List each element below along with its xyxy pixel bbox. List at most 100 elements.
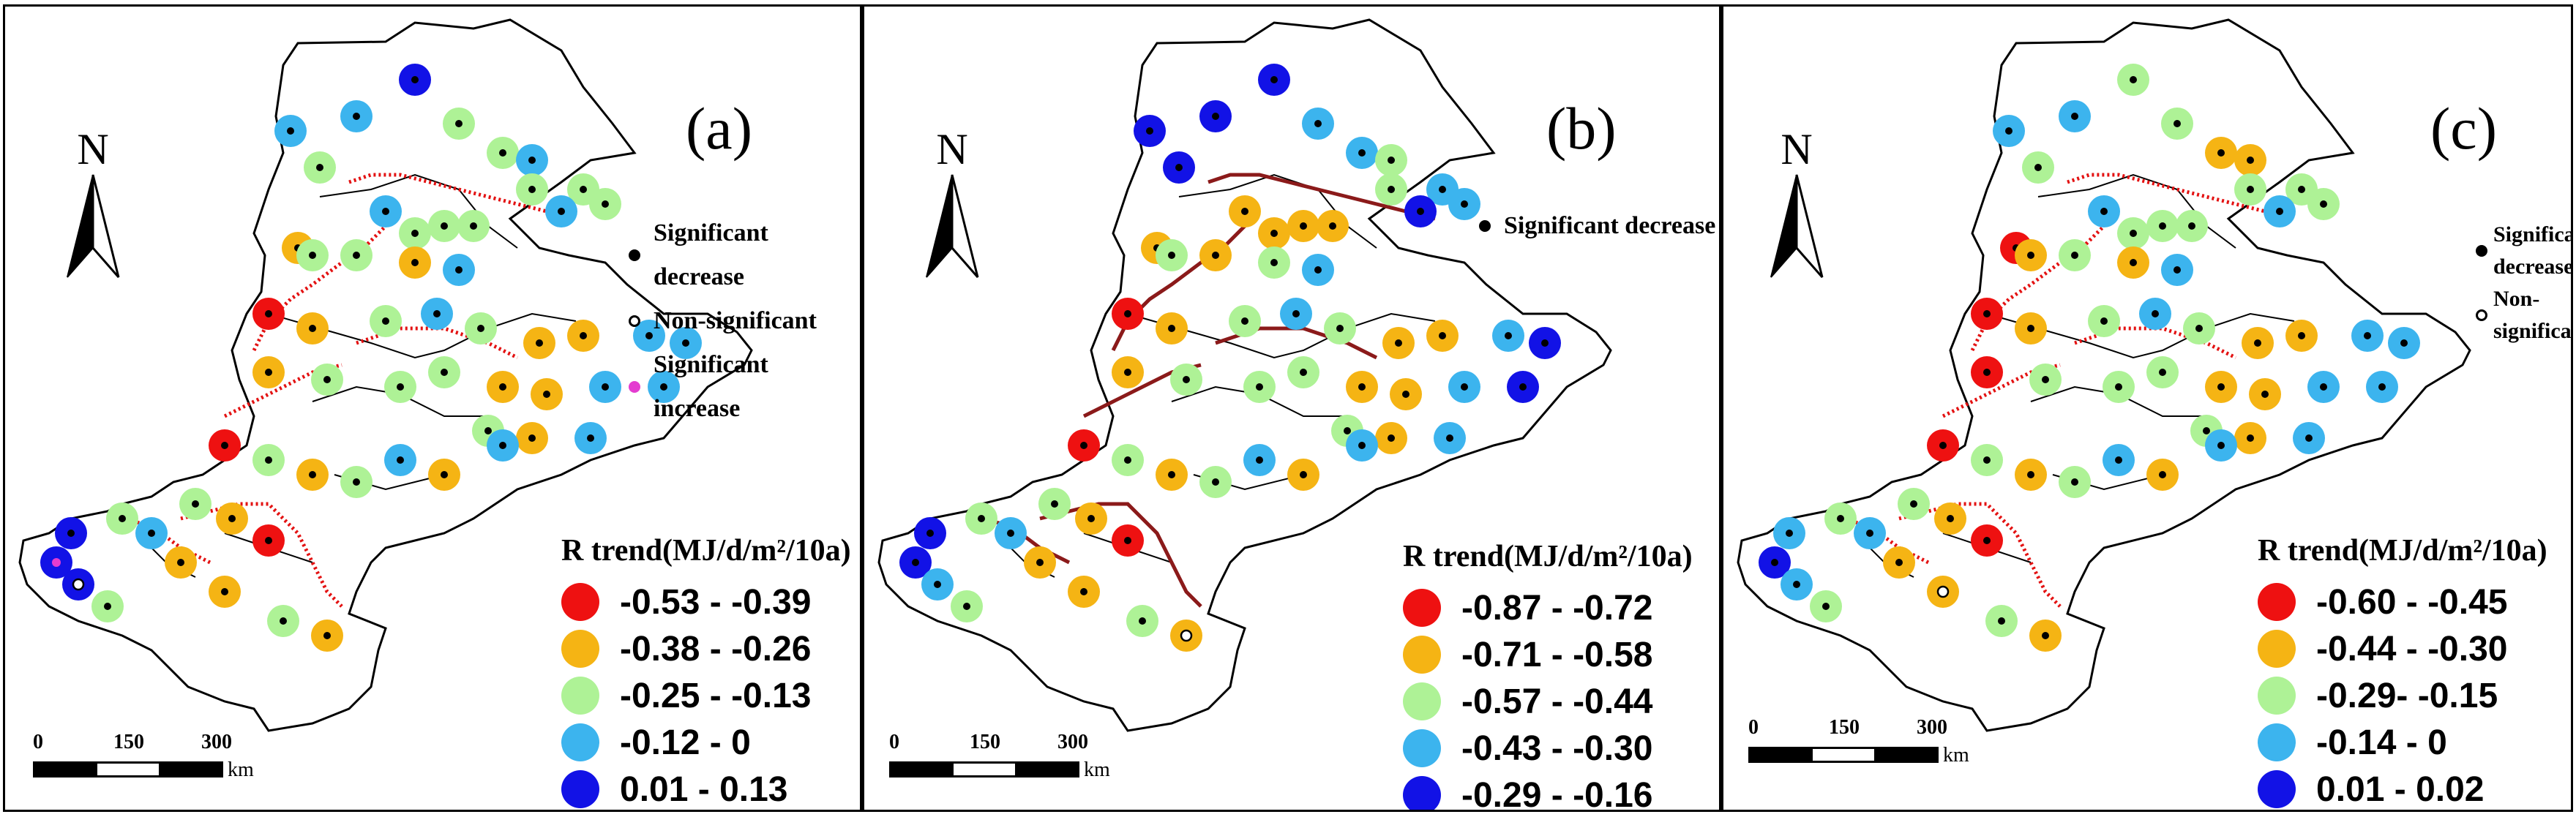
station bbox=[2176, 210, 2208, 242]
station bbox=[1404, 195, 1437, 227]
legend-swatch-2 bbox=[1403, 636, 1441, 674]
station bbox=[443, 254, 475, 286]
station bbox=[399, 217, 431, 249]
legend-row: -0.60 - -0.45 bbox=[2258, 579, 2547, 625]
station bbox=[216, 502, 248, 535]
station bbox=[1068, 429, 1100, 462]
significant-decrease-dot bbox=[1895, 559, 1903, 566]
station bbox=[296, 312, 329, 345]
station bbox=[1280, 298, 1312, 330]
station bbox=[1985, 605, 2018, 637]
significant-decrease-dot bbox=[265, 537, 272, 544]
sig-label: Significant decrease bbox=[2493, 222, 2573, 279]
station bbox=[1529, 327, 1561, 359]
station bbox=[2307, 188, 2340, 220]
north-arrow-right bbox=[951, 174, 979, 278]
significant-decrease-dot bbox=[287, 127, 294, 135]
north-arrow-right bbox=[1795, 174, 1824, 278]
station bbox=[1229, 195, 1261, 227]
station bbox=[487, 137, 519, 169]
significant-decrease-dot bbox=[397, 383, 404, 391]
legend-swatch-3 bbox=[2258, 677, 2296, 715]
station bbox=[1507, 371, 1539, 403]
station bbox=[2264, 195, 2296, 227]
station bbox=[1854, 517, 1886, 549]
significant-decrease-dot bbox=[2071, 478, 2078, 486]
significant-decrease-dot bbox=[411, 259, 419, 266]
significant-decrease-dot bbox=[1344, 427, 1351, 434]
significant-decrease-dot bbox=[2071, 252, 2078, 259]
significant-decrease-dot bbox=[499, 442, 506, 449]
north-arrow-left bbox=[926, 174, 953, 278]
significant-decrease-dot bbox=[2042, 632, 2049, 639]
significant-decrease-dot bbox=[2247, 434, 2254, 442]
significance-legend: Significant decrease bbox=[1479, 204, 1715, 248]
legend-row: -0.53 - -0.39 bbox=[561, 579, 851, 625]
station bbox=[1382, 327, 1415, 359]
scale-bar-graphic bbox=[1748, 747, 1939, 763]
significant-decrease-dot bbox=[1336, 325, 1344, 332]
station bbox=[1375, 173, 1407, 206]
legend-row: -0.29 - -0.16 bbox=[1403, 772, 1693, 810]
significant-decrease-dot bbox=[1388, 186, 1395, 193]
north-label: N bbox=[936, 125, 967, 173]
legend-row: -0.57 - -0.44 bbox=[1403, 678, 1693, 725]
significant-decrease-dot bbox=[1080, 442, 1087, 449]
station bbox=[1024, 546, 1056, 579]
legend-range: -0.71 - -0.58 bbox=[1461, 635, 1653, 674]
significant-decrease-marker bbox=[2476, 245, 2487, 257]
panel-label: (b) bbox=[1546, 95, 1617, 162]
panel-label: (a) bbox=[686, 95, 753, 162]
station bbox=[1229, 305, 1261, 337]
station bbox=[899, 546, 932, 579]
significant-decrease-dot bbox=[411, 230, 419, 237]
significant-decrease-dot bbox=[2027, 325, 2034, 332]
station bbox=[399, 64, 431, 96]
station bbox=[2015, 239, 2047, 271]
significant-decrease-dot bbox=[1036, 559, 1044, 566]
station bbox=[1898, 488, 1930, 520]
station bbox=[274, 115, 307, 147]
significant-decrease-dot bbox=[1358, 149, 1366, 157]
significant-decrease-dot bbox=[1983, 456, 1991, 464]
significant-decrease-dot bbox=[2159, 222, 2166, 230]
significant-increase-marker bbox=[629, 381, 640, 393]
significant-decrease-dot bbox=[397, 456, 404, 464]
station bbox=[1170, 364, 1202, 396]
station bbox=[428, 459, 460, 491]
significant-decrease-dot bbox=[2254, 339, 2261, 347]
north-arrow-right bbox=[91, 174, 120, 278]
map-a: N bbox=[18, 18, 753, 732]
scale-bar: 0 150 300 km bbox=[33, 731, 326, 789]
station bbox=[1375, 144, 1407, 176]
station bbox=[1346, 429, 1378, 462]
legend-range: 0.01 - 0.13 bbox=[620, 769, 788, 809]
station bbox=[428, 356, 460, 388]
panel-label: (c) bbox=[2430, 95, 2498, 162]
station bbox=[2285, 320, 2318, 352]
station bbox=[296, 239, 329, 271]
significant-decrease-dot bbox=[1007, 530, 1014, 537]
station bbox=[304, 151, 336, 184]
significance-legend: Significant decrease Non-significant Sig… bbox=[629, 211, 860, 431]
sig-row: Significant decrease bbox=[2476, 219, 2573, 283]
sig-row: Significant decrease bbox=[629, 211, 860, 299]
station bbox=[1199, 100, 1232, 132]
significant-decrease-dot bbox=[978, 515, 985, 522]
significant-decrease-dot bbox=[1124, 537, 1131, 544]
station bbox=[2029, 620, 2062, 652]
station bbox=[2117, 217, 2149, 249]
significant-decrease-dot bbox=[2130, 259, 2137, 266]
significant-decrease-dot bbox=[1837, 515, 1844, 522]
significant-decrease-dot bbox=[963, 603, 970, 610]
significant-decrease-dot bbox=[1314, 266, 1322, 274]
north-arrow-left bbox=[1770, 174, 1797, 278]
station bbox=[633, 320, 665, 352]
watershed-boundary bbox=[348, 173, 577, 221]
station bbox=[1302, 254, 1334, 286]
significant-decrease-dot bbox=[2159, 471, 2166, 478]
significant-decrease-dot bbox=[2100, 317, 2108, 325]
province-boundary bbox=[2037, 173, 2236, 249]
north-arrow-left bbox=[67, 174, 94, 278]
significant-decrease-dot bbox=[2174, 120, 2181, 127]
